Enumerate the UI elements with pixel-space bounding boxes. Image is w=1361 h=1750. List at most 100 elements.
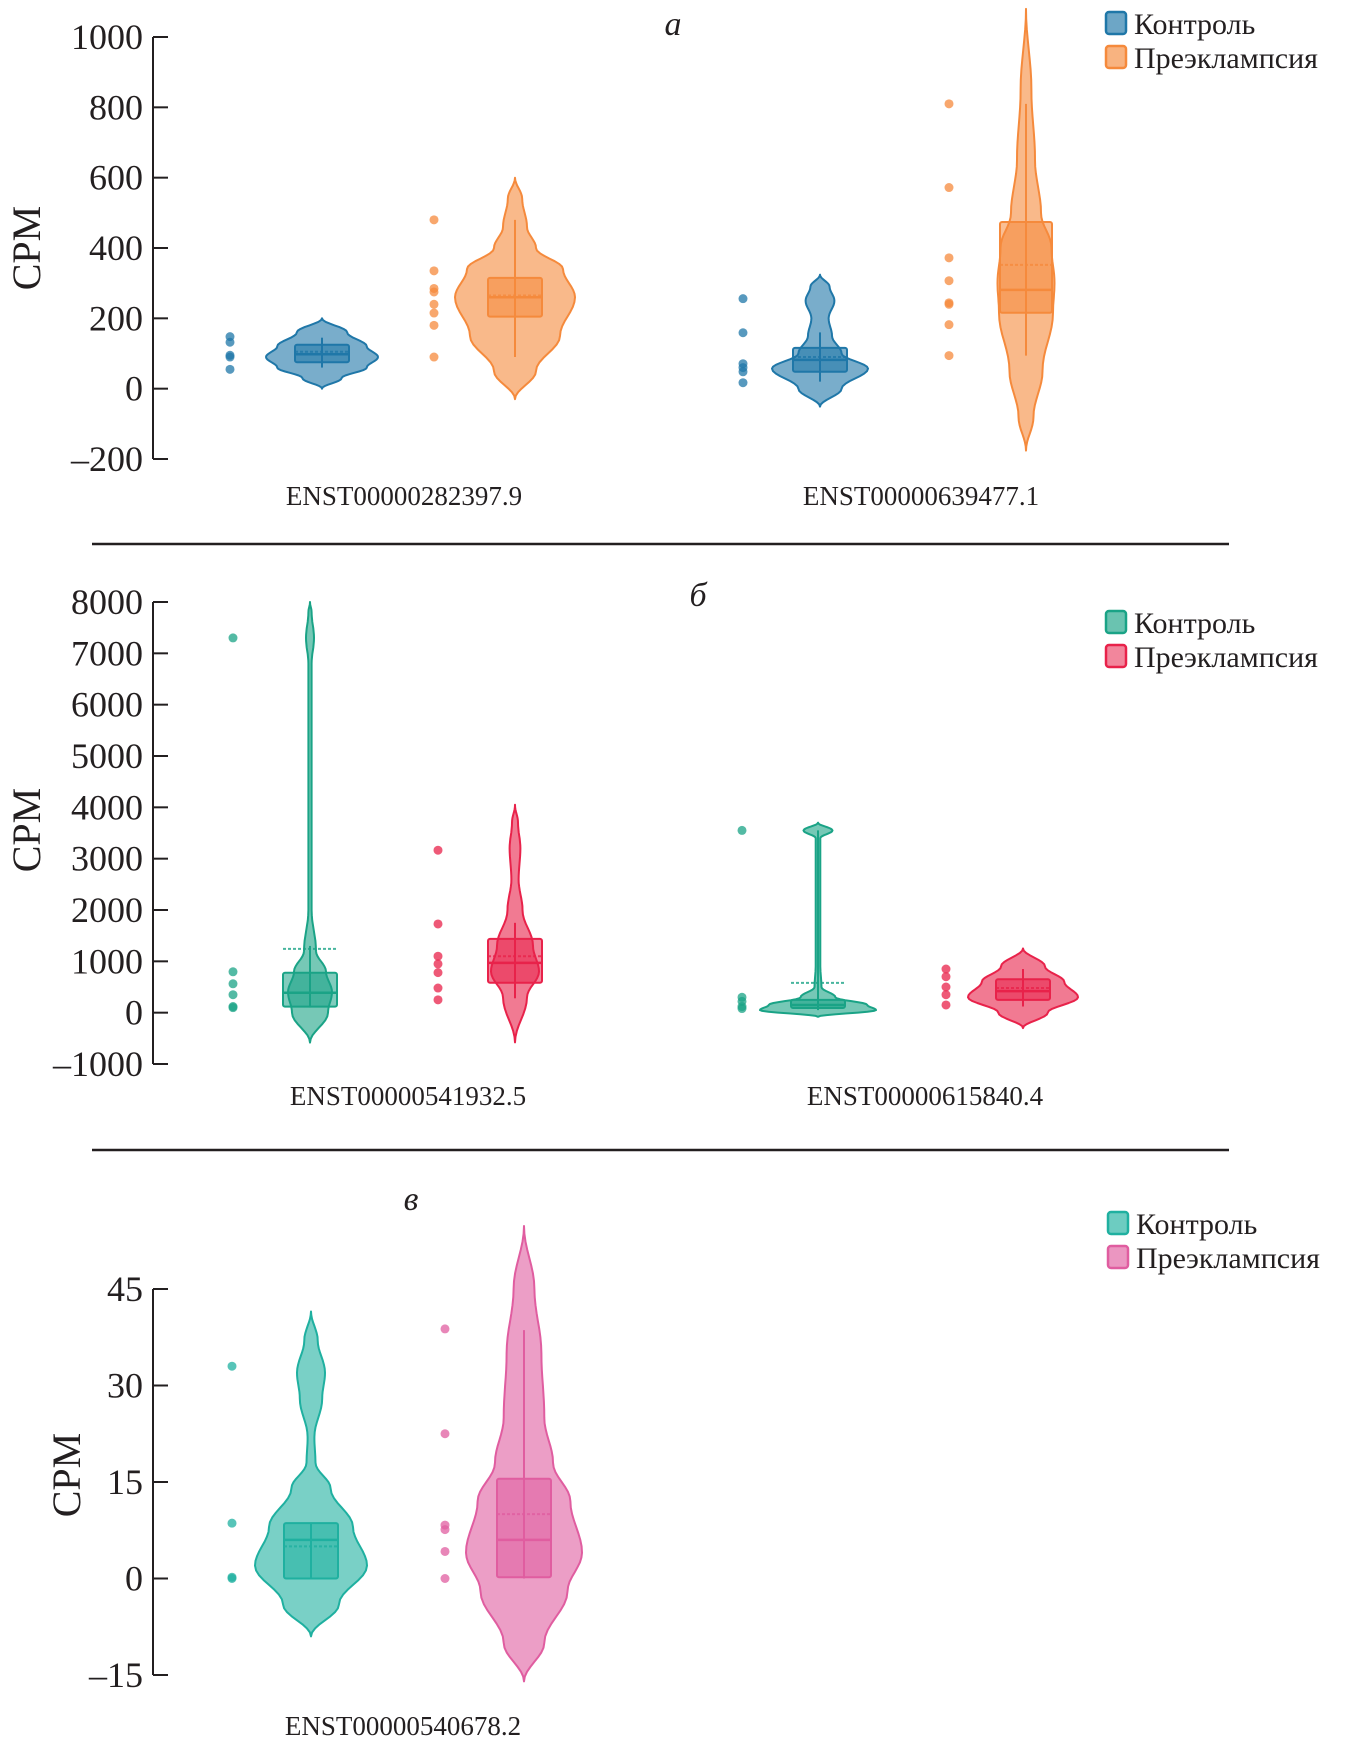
y-tick-label: 45	[107, 1269, 143, 1309]
data-point	[228, 633, 238, 643]
data-point	[440, 1429, 450, 1439]
data-point	[228, 979, 238, 989]
data-point	[944, 351, 954, 361]
data-point	[440, 1546, 450, 1556]
violin-group	[944, 7, 1056, 452]
violin-group	[440, 1225, 583, 1683]
data-point	[433, 959, 443, 969]
violin-body	[254, 1310, 368, 1638]
y-axis-title: CPM	[4, 206, 49, 291]
data-point	[429, 299, 439, 309]
legend: Контроль Преэклампсия	[1104, 607, 1318, 674]
data-point	[433, 919, 443, 929]
panel-letter: а	[665, 6, 682, 43]
data-point	[228, 1003, 238, 1013]
violin-group	[738, 273, 869, 408]
y-tick-label: –200	[70, 439, 143, 479]
y-tick-label: 6000	[71, 685, 143, 725]
data-point	[738, 367, 748, 377]
data-point	[440, 1525, 450, 1535]
data-point	[738, 328, 748, 338]
legend-label-preeclampsia: Преэклампсия	[1136, 1242, 1320, 1275]
violin-group	[228, 601, 338, 1044]
box	[283, 1522, 339, 1580]
category-label: ENST00000282397.9	[286, 481, 522, 511]
y-tick-label: 15	[107, 1462, 143, 1502]
data-point	[429, 215, 439, 225]
box	[999, 220, 1053, 314]
data-point	[941, 990, 951, 1000]
box	[995, 978, 1051, 1001]
y-tick-label: 600	[89, 158, 143, 198]
data-point	[737, 1004, 747, 1014]
data-point	[433, 983, 443, 993]
box	[487, 937, 543, 984]
data-point	[433, 995, 443, 1005]
legend-swatch-preeclampsia	[1104, 44, 1128, 70]
violins	[225, 7, 1056, 452]
violin-group	[941, 947, 1079, 1030]
y-tick-label: 400	[89, 228, 143, 268]
y-tick-label: 0	[125, 369, 143, 409]
y-tick-label: 800	[89, 87, 143, 127]
y-tick-label: 5000	[71, 736, 143, 776]
data-point	[433, 845, 443, 855]
data-point	[440, 1324, 450, 1334]
y-axis-title: CPM	[4, 788, 49, 873]
data-point	[228, 967, 238, 977]
y-ticks: 1000 800 600 400 200 0 –200	[70, 17, 168, 479]
data-point	[738, 378, 748, 388]
box	[282, 971, 338, 1008]
legend-label-preeclampsia: Преэклампсия	[1134, 641, 1318, 674]
data-point	[944, 299, 954, 309]
category-label: ENST00000540678.2	[285, 1711, 521, 1741]
legend-swatch-control	[1104, 10, 1128, 36]
data-point	[941, 972, 951, 982]
panel-a: а CPM 1000 800 600 400 200 0 –200 ENST00000282…	[4, 6, 1318, 511]
y-tick-label: 1000	[71, 941, 143, 981]
y-tick-label: 0	[125, 993, 143, 1033]
violin-group	[429, 176, 576, 401]
violin-group	[737, 821, 877, 1018]
legend: Контроль Преэклампсия	[1106, 1208, 1320, 1275]
y-tick-label: 0	[125, 1559, 143, 1599]
data-point	[227, 1574, 237, 1583]
y-tick-label: 200	[89, 298, 143, 338]
data-point	[429, 287, 439, 297]
data-point	[944, 183, 954, 193]
data-point	[433, 968, 443, 978]
legend-swatch-control	[1104, 609, 1128, 635]
legend-swatch-preeclampsia	[1106, 1244, 1130, 1270]
data-point	[440, 1574, 450, 1583]
y-axis-title: CPM	[44, 1433, 89, 1518]
legend-label-control: Контроль	[1134, 607, 1255, 640]
violin-body	[287, 601, 333, 1044]
data-point	[227, 1361, 237, 1371]
y-tick-label: 1000	[71, 17, 143, 57]
y-tick-label: 30	[107, 1366, 143, 1406]
data-point	[941, 982, 951, 992]
category-label: ENST00000541932.5	[290, 1081, 526, 1111]
y-tick-label: 4000	[71, 787, 143, 827]
category-label: ENST00000615840.4	[807, 1081, 1044, 1111]
violin-group	[225, 317, 379, 390]
data-point	[227, 1518, 237, 1528]
legend-swatch-control	[1106, 1210, 1130, 1236]
legend-swatch-preeclampsia	[1104, 643, 1128, 669]
data-point	[944, 276, 954, 286]
y-tick-label: 8000	[71, 582, 143, 622]
legend-label-control: Контроль	[1136, 1208, 1257, 1241]
category-label: ENST00000639477.1	[803, 481, 1039, 511]
data-point	[944, 320, 954, 330]
y-tick-label: –1000	[52, 1044, 143, 1084]
violin-group	[227, 1310, 368, 1638]
y-ticks: 45 30 15 0 –15	[88, 1269, 168, 1695]
panel-b: б CPM 8000 7000 6000 5000 4000 3000 2000 1000 0 –…	[4, 577, 1318, 1111]
data-point	[225, 337, 235, 347]
violin-group	[433, 803, 543, 1044]
panel-c: в CPM 45 30 15 0 –15 ENST00000540678.2 Контр…	[44, 1181, 1320, 1741]
data-point	[941, 964, 951, 974]
y-tick-label: 7000	[71, 633, 143, 673]
panel-letter: в	[404, 1181, 419, 1218]
